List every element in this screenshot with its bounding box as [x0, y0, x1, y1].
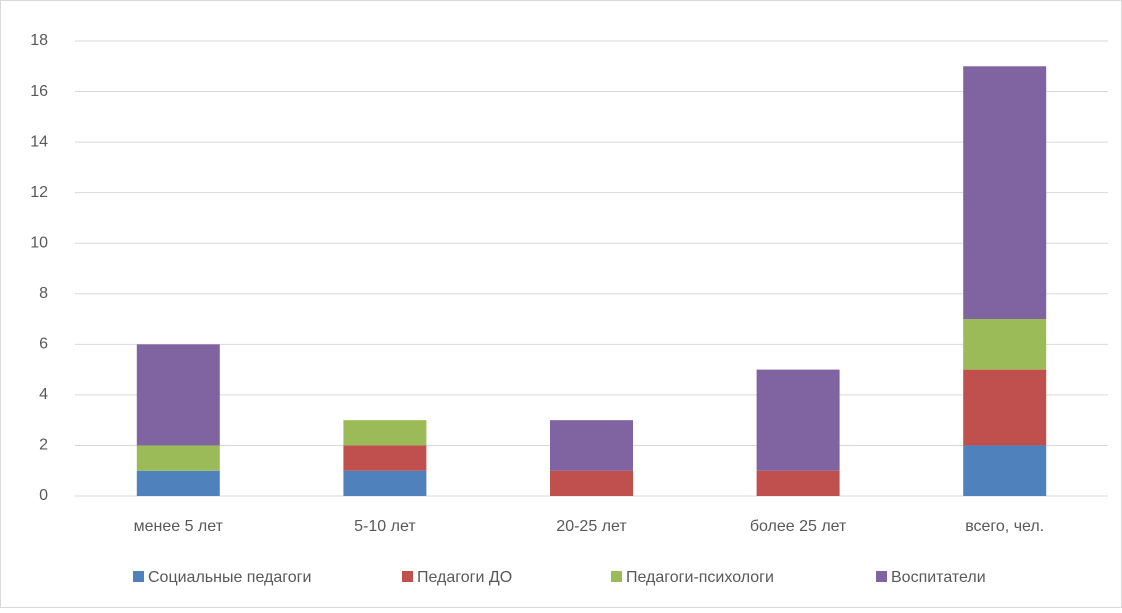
legend-label: Педагоги ДО — [417, 569, 512, 586]
legend-swatch — [611, 571, 622, 582]
bar-segment — [136, 344, 220, 446]
bar-segment — [343, 445, 427, 471]
y-tick-label: 14 — [30, 133, 48, 150]
bar-segment — [756, 369, 840, 471]
x-tick-label: менее 5 лет — [134, 518, 224, 535]
bar-segment — [550, 470, 633, 496]
legend-label: Воспитатели — [891, 569, 986, 586]
bar-segment — [136, 445, 220, 471]
bar-segment — [343, 470, 427, 496]
y-tick-label: 4 — [39, 386, 48, 403]
bar-segment — [343, 420, 427, 446]
bar-segment — [963, 319, 1047, 370]
x-tick-label: более 25 лет — [750, 518, 847, 535]
bar-segment — [756, 470, 840, 496]
bar-segment — [963, 445, 1047, 496]
y-tick-label: 0 — [39, 487, 48, 504]
bar-segment — [963, 369, 1047, 446]
legend-label: Педагоги-психологи — [626, 569, 774, 586]
y-tick-label: 2 — [39, 437, 48, 454]
bar-segment — [136, 470, 220, 496]
y-tick-label: 10 — [30, 234, 48, 251]
y-tick-label: 6 — [39, 336, 48, 353]
x-tick-label: всего, чел. — [965, 518, 1044, 535]
x-tick-label: 20-25 лет — [556, 518, 627, 535]
x-tick-label: 5-10 лет — [354, 518, 416, 535]
bar-segment — [550, 420, 633, 471]
y-tick-label: 18 — [30, 32, 48, 49]
y-tick-label: 8 — [39, 285, 48, 302]
legend-swatch — [402, 571, 413, 582]
legend-swatch — [133, 571, 144, 582]
y-tick-label: 16 — [30, 83, 48, 100]
legend-label: Социальные педагоги — [148, 569, 311, 586]
bar-segment — [963, 66, 1047, 320]
legend-swatch — [876, 571, 887, 582]
y-tick-label: 12 — [30, 184, 48, 201]
